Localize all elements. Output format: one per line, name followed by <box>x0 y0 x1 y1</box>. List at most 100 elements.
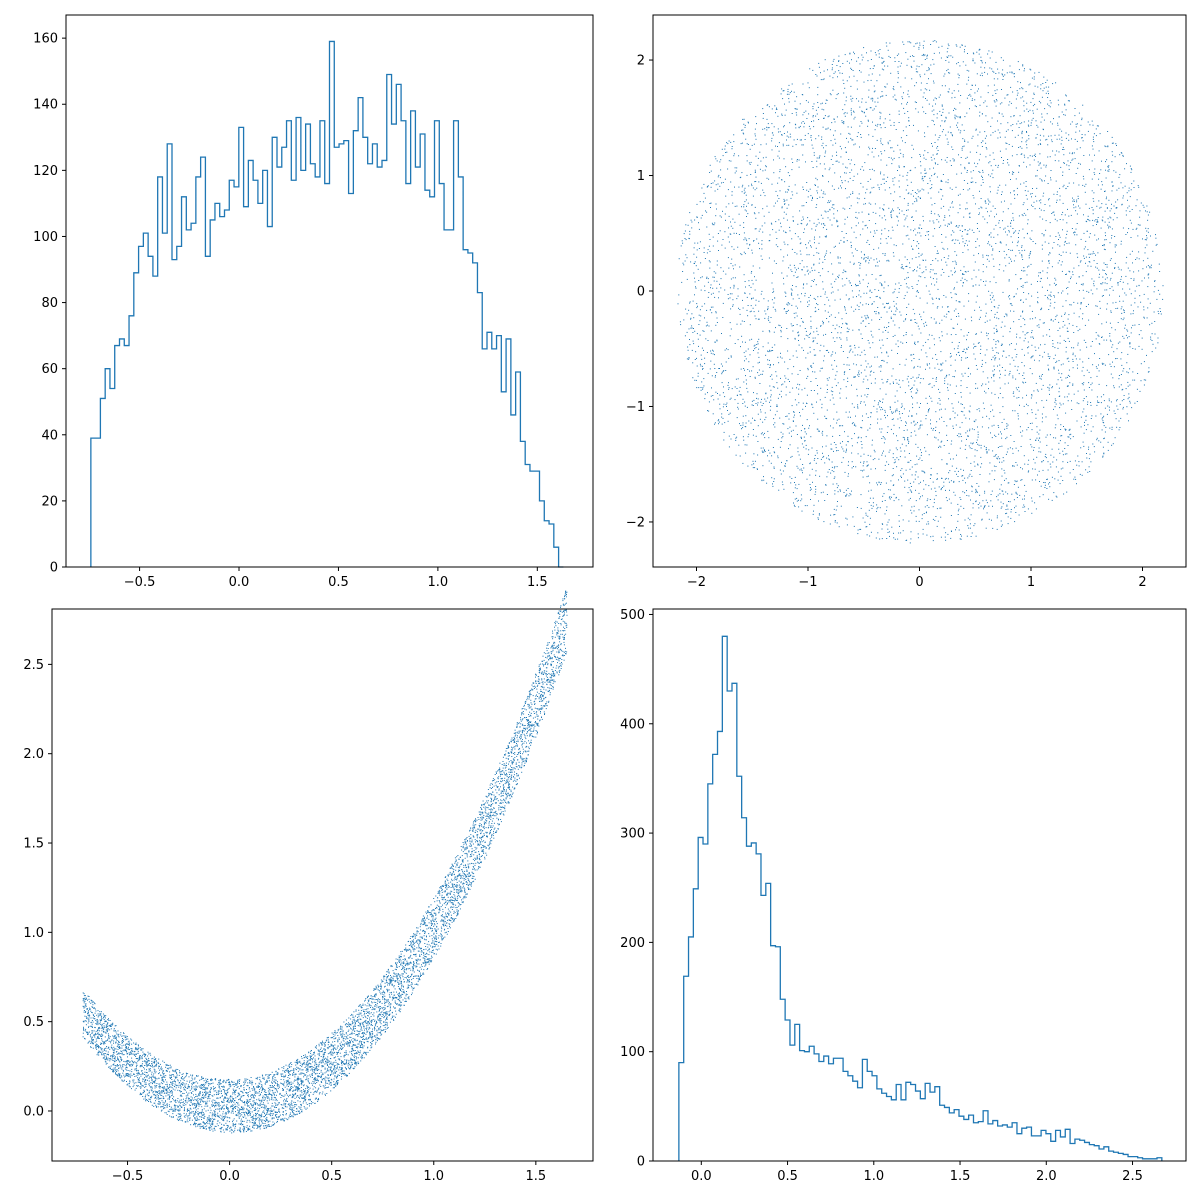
scatter-point <box>1009 363 1011 365</box>
scatter-point <box>967 249 969 251</box>
scatter-point <box>1132 324 1134 326</box>
scatter-point <box>763 192 765 194</box>
scatter-point <box>898 180 900 182</box>
scatter-point <box>985 207 987 209</box>
scatter-point <box>887 331 889 333</box>
scatter-point <box>1057 122 1059 124</box>
scatter-point <box>933 385 935 387</box>
scatter-point <box>826 99 828 101</box>
scatter-point <box>1040 167 1042 169</box>
scatter-point <box>771 346 773 348</box>
scatter-point <box>887 521 889 523</box>
scatter-point <box>776 404 778 406</box>
scatter-point <box>956 45 958 47</box>
scatter-point <box>937 306 939 308</box>
scatter-point <box>1021 269 1023 271</box>
scatter-point <box>794 108 796 110</box>
scatter-point <box>720 287 722 289</box>
scatter-point <box>892 457 894 459</box>
scatter-point <box>935 495 937 497</box>
scatter-point <box>1100 188 1102 190</box>
scatter-point <box>682 242 684 244</box>
scatter-point <box>846 327 848 329</box>
scatter-point <box>1122 195 1124 197</box>
scatter-point <box>907 226 909 228</box>
scatter-point <box>994 90 996 92</box>
scatter-point <box>749 354 751 356</box>
scatter-point <box>891 310 892 312</box>
scatter-point <box>1016 336 1017 338</box>
scatter-point <box>1092 124 1094 126</box>
scatter-point <box>860 461 862 463</box>
scatter-point <box>1098 276 1100 278</box>
scatter-point <box>1137 373 1139 374</box>
scatter-point <box>882 95 884 97</box>
scatter-point <box>761 240 763 242</box>
scatter-point <box>1050 121 1052 123</box>
scatter-point <box>711 222 713 224</box>
scatter-point <box>793 366 795 368</box>
scatter-point <box>880 366 882 368</box>
scatter-point <box>949 470 951 472</box>
scatter-point <box>876 482 878 484</box>
scatter-point <box>885 482 887 484</box>
scatter-point <box>916 402 918 404</box>
scatter-point <box>993 158 995 160</box>
scatter-point <box>1028 255 1030 257</box>
scatter-point <box>955 308 957 310</box>
scatter-point <box>908 415 910 417</box>
scatter-point <box>968 95 970 96</box>
scatter-point <box>858 375 860 377</box>
scatter-point <box>793 91 795 93</box>
scatter-point <box>787 378 789 380</box>
scatter-point <box>940 488 942 490</box>
scatter-point <box>941 234 943 235</box>
scatter-point <box>824 415 826 417</box>
scatter-point <box>721 244 723 246</box>
scatter-point <box>840 156 842 158</box>
scatter-point <box>1119 295 1120 297</box>
scatter-point <box>966 339 967 341</box>
scatter-point <box>1007 508 1009 510</box>
scatter-point <box>908 125 910 126</box>
scatter-point <box>1027 427 1029 428</box>
scatter-point <box>869 290 871 292</box>
scatter-point <box>723 439 725 441</box>
scatter-point <box>708 401 710 403</box>
scatter-point <box>868 202 870 204</box>
scatter-point <box>716 208 717 210</box>
scatter-point <box>971 229 973 231</box>
scatter-point <box>926 55 928 57</box>
scatter-point <box>973 525 975 527</box>
scatter-point <box>907 209 909 211</box>
scatter-point <box>725 361 727 363</box>
scatter-point <box>953 348 955 350</box>
scatter-point <box>1105 177 1107 179</box>
scatter-point <box>910 42 912 44</box>
scatter-point <box>807 335 809 337</box>
scatter-point <box>958 74 960 76</box>
scatter-point <box>886 381 888 383</box>
scatter-point <box>1038 100 1040 102</box>
scatter-point <box>1111 203 1112 205</box>
scatter-point <box>759 267 761 269</box>
scatter-point <box>1045 453 1047 455</box>
scatter-point <box>804 122 805 124</box>
scatter-point <box>1061 270 1063 272</box>
scatter-point <box>694 219 696 221</box>
scatter-point <box>875 311 877 313</box>
scatter-point <box>825 252 827 254</box>
scatter-point <box>752 417 753 419</box>
scatter-point <box>844 172 845 174</box>
scatter-point <box>1134 379 1136 381</box>
scatter-point <box>780 356 781 358</box>
scatter-point <box>1015 447 1017 449</box>
scatter-point <box>1018 69 1020 71</box>
scatter-point <box>981 175 982 177</box>
scatter-point <box>943 485 945 487</box>
scatter-point <box>1115 418 1117 420</box>
scatter-point <box>993 236 995 238</box>
scatter-point <box>810 285 812 287</box>
scatter-point <box>868 244 870 245</box>
scatter-point <box>1017 81 1019 83</box>
